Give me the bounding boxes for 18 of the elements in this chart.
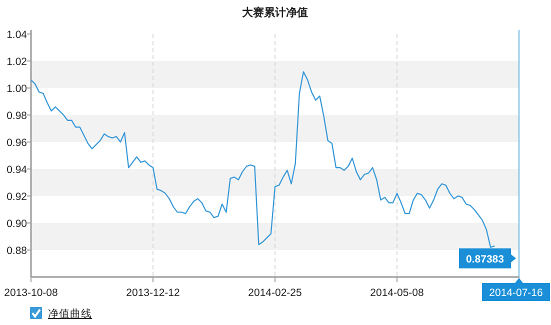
x-tick-label: 2014-05-08 xyxy=(370,287,424,299)
y-tick-label: 1.02 xyxy=(6,56,28,68)
y-tick-label: 0.88 xyxy=(6,245,28,257)
y-tick-label: 0.92 xyxy=(6,191,28,203)
y-tick-label: 0.90 xyxy=(6,218,28,230)
y-tick-label: 1.00 xyxy=(6,83,28,95)
legend-label: 净值曲线 xyxy=(48,307,92,320)
x-tick-label: 2014-07-16 xyxy=(489,287,544,299)
x-tick-label: 2013-12-12 xyxy=(126,287,180,299)
line-series xyxy=(30,71,496,248)
y-tick-label: 1.04 xyxy=(6,29,28,41)
y-tick-label: 0.98 xyxy=(6,110,28,122)
annotation: 0.87383 xyxy=(466,253,504,266)
y-tick-label: 0.96 xyxy=(6,137,28,149)
chart-title: 大赛累计净值 xyxy=(242,6,308,19)
x-tick-label: 2014-02-25 xyxy=(248,287,302,299)
y-tick-label: 0.94 xyxy=(6,164,28,176)
x-tick-label: 2013-10-08 xyxy=(4,287,58,299)
